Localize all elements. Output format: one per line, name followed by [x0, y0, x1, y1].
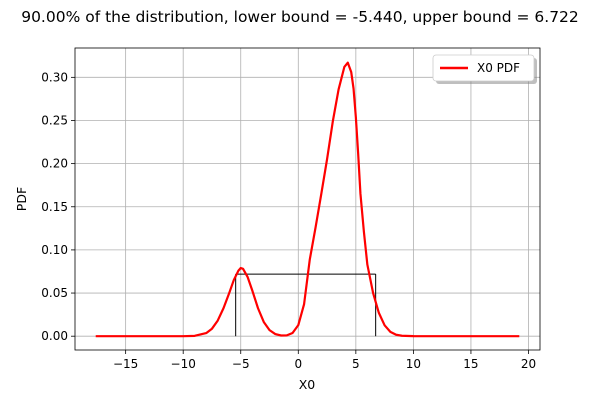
y-tick-label: 0.30: [41, 70, 68, 84]
chart-title: 90.00% of the distribution, lower bound …: [21, 8, 579, 26]
legend: X0 PDF: [432, 54, 537, 84]
x-axis-label: X0: [299, 377, 316, 392]
x-tick-label: −5: [232, 357, 250, 371]
series-layer: [95, 61, 520, 338]
y-tick-label: 0.20: [41, 157, 68, 171]
y-tick-label: 0.15: [41, 200, 68, 214]
legend-box: [432, 54, 535, 82]
y-tick-label: 0.25: [41, 113, 68, 127]
y-axis-ticks: 0.00 0.05 0.10 0.15 0.20 0.25 0.30: [41, 70, 75, 343]
legend-item-x0-pdf: X0 PDF: [477, 61, 520, 75]
y-tick-label: 0.00: [41, 329, 68, 343]
y-tick-label: 0.05: [41, 286, 68, 300]
x-tick-label: −15: [113, 357, 138, 371]
plot-frame: [74, 47, 541, 351]
x-tick-label: 0: [294, 357, 302, 371]
y-tick-label: 0.10: [41, 243, 68, 257]
x-tick-label: 15: [463, 357, 478, 371]
series-line-x0-pdf: [95, 61, 520, 338]
x-tick-label: 10: [406, 357, 421, 371]
x-tick-label: −10: [171, 357, 196, 371]
y-axis-label: PDF: [14, 187, 29, 211]
x-axis-ticks: −15 −10 −5 0 5 10 15 20: [113, 350, 536, 371]
x-tick-label: 20: [521, 357, 536, 371]
x-tick-label: 5: [352, 357, 360, 371]
grid: [75, 48, 540, 350]
